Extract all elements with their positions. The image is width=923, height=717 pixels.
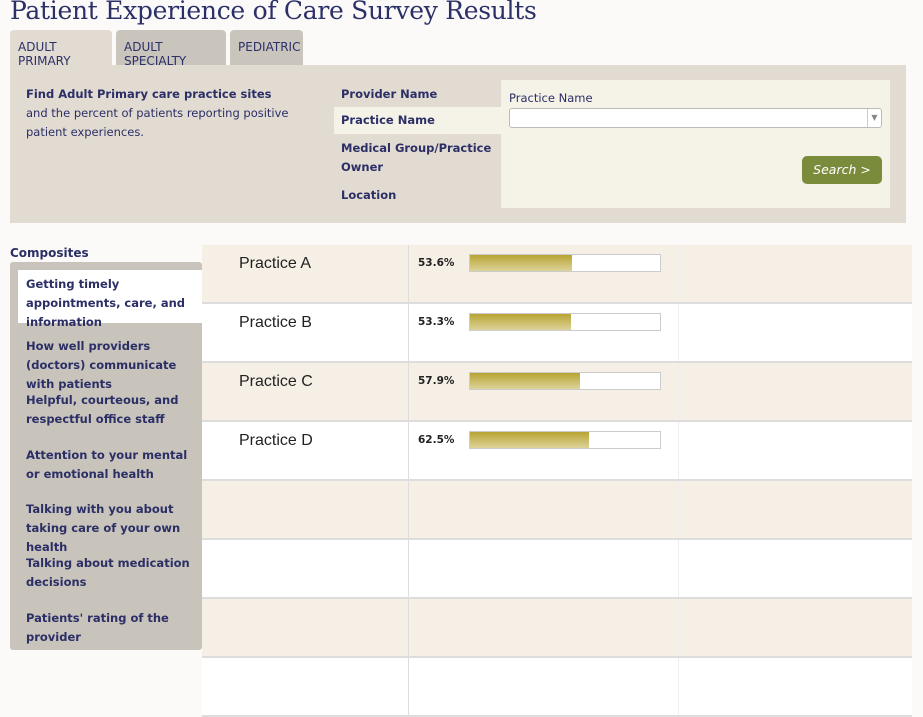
intro-text: Find Adult Primary care practice sites a… [26, 85, 296, 142]
name-cell [202, 422, 409, 479]
percent-label: 53.3% [418, 316, 455, 328]
search-panel: Find Adult Primary care practice sites a… [10, 65, 906, 223]
percent-bar-fill [470, 255, 572, 271]
column-divider [678, 363, 679, 420]
name-cell [202, 540, 409, 597]
column-divider [678, 245, 679, 302]
option-practice-name[interactable]: Practice Name [334, 107, 501, 134]
column-divider [678, 540, 679, 597]
practice-name[interactable]: Practice B [239, 314, 312, 331]
name-cell [202, 363, 409, 420]
column-divider [678, 658, 679, 715]
option-medical-group[interactable]: Medical Group/Practice Owner [341, 141, 492, 174]
name-cell [202, 599, 409, 656]
practice-name[interactable]: Practice A [239, 255, 312, 272]
name-cell [202, 658, 409, 715]
percent-bar-fill [470, 373, 580, 389]
composite-medication[interactable]: Talking about medication decisions [26, 556, 190, 589]
practice-name-select[interactable]: ▼ [509, 108, 882, 128]
empty-row [202, 599, 912, 658]
result-row: Practice B 53.3% [202, 304, 912, 363]
name-cell [202, 481, 409, 538]
name-cell [202, 245, 409, 302]
percent-bar-fill [470, 432, 589, 448]
practice-name[interactable]: Practice C [239, 373, 313, 390]
percent-bar [469, 254, 661, 272]
option-provider-name[interactable]: Provider Name [341, 87, 438, 101]
composite-own-health[interactable]: Talking with you about taking care of yo… [26, 502, 181, 554]
result-row: Practice A 53.6% [202, 245, 912, 304]
percent-bar-fill [470, 314, 572, 330]
percent-label: 53.6% [418, 257, 455, 269]
percent-bar [469, 313, 661, 331]
result-row: Practice D 62.5% [202, 422, 912, 481]
practice-name-label: Practice Name [509, 91, 593, 105]
practice-name[interactable]: Practice D [239, 432, 313, 449]
column-divider [678, 422, 679, 479]
composite-provider-communication[interactable]: How well providers (doctors) communicate… [26, 339, 177, 391]
empty-row [202, 658, 912, 717]
percent-label: 57.9% [418, 375, 455, 387]
name-cell [202, 304, 409, 361]
composite-provider-rating[interactable]: Patients' rating of the provider [26, 611, 169, 644]
search-form: Practice Name ▼ Search > [501, 80, 890, 208]
option-location[interactable]: Location [341, 188, 397, 202]
column-divider [678, 599, 679, 656]
dropdown-arrow-icon: ▼ [867, 109, 881, 127]
composites-menu: Getting timely appointments, care, and i… [10, 262, 202, 650]
page-title: Patient Experience of Care Survey Result… [10, 0, 537, 25]
percent-label: 62.5% [418, 434, 455, 446]
tab-adult-primary[interactable]: ADULT PRIMARY [10, 30, 112, 68]
composite-mental-health[interactable]: Attention to your mental or emotional he… [26, 448, 188, 481]
empty-row [202, 540, 912, 599]
empty-row [202, 481, 912, 540]
column-divider [678, 481, 679, 538]
composite-timely-appointments[interactable]: Getting timely appointments, care, and i… [18, 270, 202, 329]
intro-heading: Find Adult Primary care practice sites [26, 87, 272, 101]
tab-adult-specialty[interactable]: ADULT SPECIALTY [116, 30, 226, 68]
search-button[interactable]: Search > [802, 156, 882, 184]
result-row: Practice C 57.9% [202, 363, 912, 422]
composite-office-staff[interactable]: Helpful, courteous, and respectful offic… [26, 393, 179, 426]
percent-bar [469, 372, 661, 390]
percent-bar [469, 431, 661, 449]
intro-description: and the percent of patients reporting po… [26, 106, 289, 139]
composites-heading: Composites [10, 246, 89, 260]
tab-pediatric[interactable]: PEDIATRIC [230, 30, 303, 65]
column-divider [678, 304, 679, 361]
